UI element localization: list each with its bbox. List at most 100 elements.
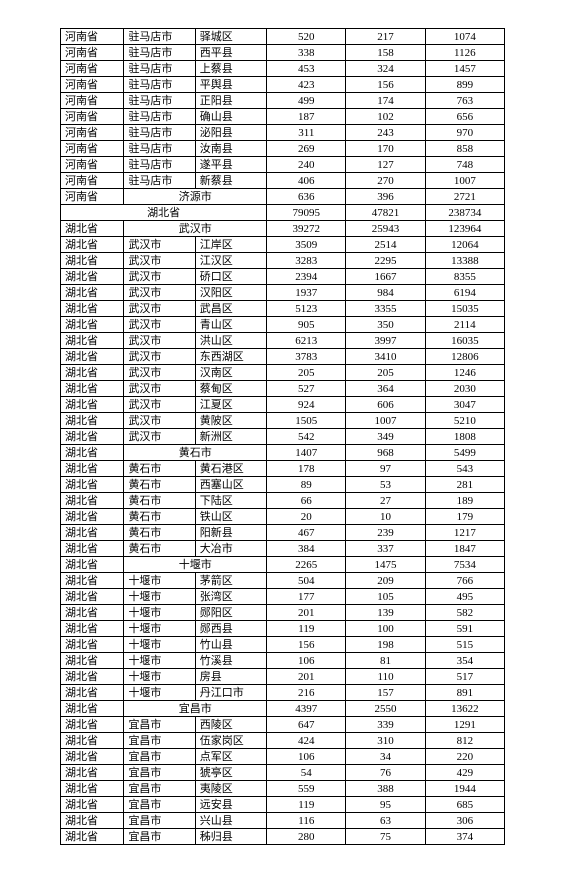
table-row: 湖北省宜昌市猇亭区5476429 bbox=[61, 765, 505, 781]
value-cell-n2: 34 bbox=[346, 749, 425, 765]
city-cell: 武汉市 bbox=[124, 253, 195, 269]
value-cell-n2: 76 bbox=[346, 765, 425, 781]
value-cell-n3: 517 bbox=[425, 669, 504, 685]
value-cell-n3: 13388 bbox=[425, 253, 504, 269]
district-cell: 硚口区 bbox=[195, 269, 266, 285]
province-cell: 湖北省 bbox=[61, 381, 124, 397]
value-cell-n1: 106 bbox=[267, 653, 346, 669]
value-cell-n3: 891 bbox=[425, 685, 504, 701]
value-cell-n3: 429 bbox=[425, 765, 504, 781]
value-cell-n3: 1457 bbox=[425, 61, 504, 77]
value-cell-n2: 968 bbox=[346, 445, 425, 461]
district-cell: 竹山县 bbox=[195, 637, 266, 653]
province-cell: 湖北省 bbox=[61, 525, 124, 541]
city-cell: 武汉市 bbox=[124, 397, 195, 413]
province-cell: 湖北省 bbox=[61, 493, 124, 509]
city-cell: 驻马店市 bbox=[124, 141, 195, 157]
table-row: 河南省驻马店市遂平县240127748 bbox=[61, 157, 505, 173]
city-cell: 十堰市 bbox=[124, 637, 195, 653]
province-cell: 湖北省 bbox=[61, 461, 124, 477]
value-cell-n3: 5210 bbox=[425, 413, 504, 429]
value-cell-n3: 220 bbox=[425, 749, 504, 765]
value-cell-n1: 89 bbox=[267, 477, 346, 493]
city-cell: 驻马店市 bbox=[124, 93, 195, 109]
city-cell: 十堰市 bbox=[124, 573, 195, 589]
value-cell-n3: 123964 bbox=[425, 221, 504, 237]
city-cell: 武汉市 bbox=[124, 429, 195, 445]
province-cell: 湖北省 bbox=[61, 621, 124, 637]
city-cell: 驻马店市 bbox=[124, 125, 195, 141]
city-cell: 驻马店市 bbox=[124, 173, 195, 189]
value-cell-n3: 543 bbox=[425, 461, 504, 477]
district-cell: 江岸区 bbox=[195, 237, 266, 253]
district-cell: 远安县 bbox=[195, 797, 266, 813]
district-cell: 洪山区 bbox=[195, 333, 266, 349]
value-cell-n3: 970 bbox=[425, 125, 504, 141]
value-cell-n2: 310 bbox=[346, 733, 425, 749]
city-cell: 十堰市 bbox=[124, 605, 195, 621]
table-row: 河南省驻马店市平舆县423156899 bbox=[61, 77, 505, 93]
value-cell-n2: 158 bbox=[346, 45, 425, 61]
city-cell: 宜昌市 bbox=[124, 813, 195, 829]
value-cell-n3: 1126 bbox=[425, 45, 504, 61]
value-cell-n3: 858 bbox=[425, 141, 504, 157]
province-cell: 河南省 bbox=[61, 61, 124, 77]
province-cell: 湖北省 bbox=[61, 413, 124, 429]
value-cell-n3: 591 bbox=[425, 621, 504, 637]
province-cell: 湖北省 bbox=[61, 813, 124, 829]
table-row: 湖北省武汉市江岸区3509251412064 bbox=[61, 237, 505, 253]
province-cell: 湖北省 bbox=[61, 781, 124, 797]
city-cell: 驻马店市 bbox=[124, 29, 195, 45]
value-cell-n2: 102 bbox=[346, 109, 425, 125]
district-cell: 黄石港区 bbox=[195, 461, 266, 477]
province-cell: 湖北省 bbox=[61, 605, 124, 621]
table-row: 湖北省黄石市阳新县4672391217 bbox=[61, 525, 505, 541]
city-cell: 十堰市 bbox=[124, 669, 195, 685]
district-cell: 竹溪县 bbox=[195, 653, 266, 669]
value-cell-n2: 110 bbox=[346, 669, 425, 685]
value-cell-n1: 3509 bbox=[267, 237, 346, 253]
value-cell-n1: 201 bbox=[267, 669, 346, 685]
province-cell: 湖北省 bbox=[61, 701, 124, 717]
province-cell: 河南省 bbox=[61, 157, 124, 173]
province-cell: 河南省 bbox=[61, 173, 124, 189]
district-cell: 西陵区 bbox=[195, 717, 266, 733]
value-cell-n3: 1074 bbox=[425, 29, 504, 45]
province-cell: 湖北省 bbox=[61, 317, 124, 333]
city-cell: 武汉市 bbox=[124, 237, 195, 253]
value-cell-n3: 6194 bbox=[425, 285, 504, 301]
value-cell-n2: 1667 bbox=[346, 269, 425, 285]
table-row: 河南省驻马店市泌阳县311243970 bbox=[61, 125, 505, 141]
value-cell-n3: 354 bbox=[425, 653, 504, 669]
city-cell: 宜昌市 bbox=[124, 829, 195, 845]
value-cell-n2: 239 bbox=[346, 525, 425, 541]
district-cell: 茅箭区 bbox=[195, 573, 266, 589]
province-cell: 湖北省 bbox=[61, 349, 124, 365]
value-cell-n3: 1944 bbox=[425, 781, 504, 797]
value-cell-n1: 119 bbox=[267, 621, 346, 637]
table-row: 河南省驻马店市西平县3381581126 bbox=[61, 45, 505, 61]
table-row: 湖北省十堰市房县201110517 bbox=[61, 669, 505, 685]
value-cell-n2: 63 bbox=[346, 813, 425, 829]
value-cell-n3: 189 bbox=[425, 493, 504, 509]
city-cell: 黄石市 bbox=[124, 509, 195, 525]
city-cell: 宜昌市 bbox=[124, 781, 195, 797]
value-cell-n1: 905 bbox=[267, 317, 346, 333]
province-cell: 河南省 bbox=[61, 93, 124, 109]
value-cell-n3: 306 bbox=[425, 813, 504, 829]
district-cell: 西塞山区 bbox=[195, 477, 266, 493]
value-cell-n3: 515 bbox=[425, 637, 504, 653]
province-span-cell: 湖北省 bbox=[61, 205, 267, 221]
city-cell: 十堰市 bbox=[124, 685, 195, 701]
value-cell-n3: 2114 bbox=[425, 317, 504, 333]
value-cell-n2: 105 bbox=[346, 589, 425, 605]
district-cell: 夷陵区 bbox=[195, 781, 266, 797]
district-cell: 郧西县 bbox=[195, 621, 266, 637]
city-cell: 宜昌市 bbox=[124, 797, 195, 813]
value-cell-n3: 1847 bbox=[425, 541, 504, 557]
district-cell: 铁山区 bbox=[195, 509, 266, 525]
district-cell: 确山县 bbox=[195, 109, 266, 125]
table-row: 湖北省武汉市黄陂区150510075210 bbox=[61, 413, 505, 429]
value-cell-n2: 10 bbox=[346, 509, 425, 525]
province-cell: 湖北省 bbox=[61, 685, 124, 701]
